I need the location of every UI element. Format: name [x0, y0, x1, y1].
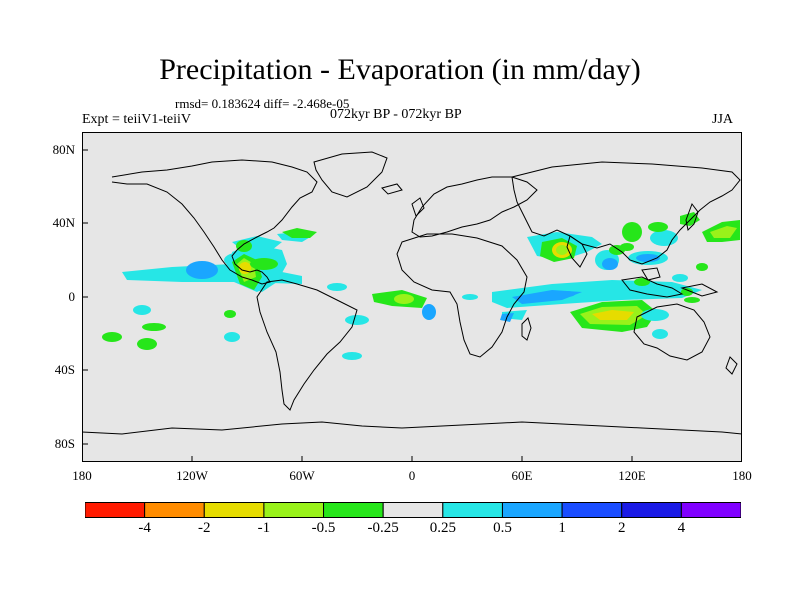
- south-america-coastline: [256, 279, 358, 411]
- colorbar-label: 4: [677, 520, 686, 536]
- experiment-label: Expt = teiiV1-teiiV: [82, 112, 191, 127]
- anomaly-patch: [672, 274, 688, 282]
- colorbar-label: -0.5: [311, 520, 336, 536]
- anomaly-patch: [634, 278, 650, 286]
- x-tick-label: 60W: [289, 468, 315, 483]
- colorbar-label: 1: [558, 520, 566, 536]
- anomaly-patch: [684, 297, 700, 303]
- y-tick-label: 40S: [54, 362, 75, 377]
- anomaly-patch: [142, 323, 166, 331]
- x-tick-label: 180: [72, 468, 92, 483]
- new-zealand-coastline: [725, 356, 738, 375]
- asia-coastline: [511, 161, 741, 265]
- colorbar-label: -1: [257, 520, 271, 536]
- x-tick-label: 120E: [618, 468, 646, 483]
- colorbar-label: 0.5: [493, 520, 512, 536]
- colorbar-swatch: [561, 502, 623, 518]
- anomaly-patch: [345, 315, 369, 325]
- australia-coastline: [633, 303, 711, 361]
- anomaly-patch: [102, 332, 122, 342]
- y-tick-label: 40N: [52, 215, 75, 230]
- anomaly-patch: [652, 329, 668, 339]
- anomaly-patch: [250, 258, 278, 270]
- anomaly-patch: [422, 304, 436, 320]
- anomaly-patch: [592, 310, 634, 320]
- japan-coastline: [685, 202, 699, 232]
- y-tick-label: 80S: [54, 436, 75, 451]
- colorbar-swatch: [263, 502, 325, 518]
- anomaly-patch: [462, 294, 478, 300]
- y-tick-label: 0: [68, 289, 76, 304]
- antarctica-coastline: [82, 421, 742, 435]
- anomaly-patch: [681, 288, 693, 296]
- anomaly-patch: [224, 310, 236, 318]
- x-tick-label: 180: [732, 468, 752, 483]
- x-tick-label: 120W: [176, 468, 208, 483]
- borneo-coastline: [641, 267, 661, 281]
- colorbar-swatch: [621, 502, 682, 518]
- colorbar-label: -2: [198, 520, 211, 536]
- map-panel: [82, 132, 742, 462]
- x-tick-label: 0: [408, 468, 416, 483]
- colorbar-swatch: [382, 502, 444, 518]
- colorbar-label: -0.25: [367, 520, 399, 536]
- coastlines: [82, 151, 742, 435]
- anomaly-patch: [186, 261, 218, 279]
- anomaly-patch: [559, 291, 575, 297]
- colorbar-label: 0.25: [429, 520, 456, 536]
- stats-label: rmsd= 0.183624 diff= -2.468e-05: [175, 96, 350, 111]
- x-tick-label: 60E: [511, 468, 533, 483]
- anomaly-fields: [102, 212, 740, 360]
- colorbar-swatch: [442, 502, 503, 518]
- anomaly-patch: [620, 243, 634, 251]
- anomaly-patch: [224, 332, 240, 342]
- colorbar-swatch: [501, 502, 563, 518]
- iceland-coastline: [381, 183, 403, 195]
- uk-coastline: [411, 197, 425, 217]
- europe-coastline: [411, 176, 538, 238]
- y-tick-label: 80N: [52, 142, 75, 157]
- madagascar-coastline: [521, 317, 532, 341]
- greenland-coastline: [313, 151, 388, 198]
- colorbar-swatch: [203, 502, 265, 518]
- anomaly-patch: [133, 305, 151, 315]
- anomaly-patch: [710, 226, 737, 238]
- colorbar-label: -4: [138, 520, 151, 536]
- colorbar-swatch: [323, 502, 384, 518]
- colorbar-label: 2: [617, 520, 626, 536]
- anomaly-patch: [137, 338, 157, 350]
- anomaly-patch: [641, 309, 669, 321]
- period-label: 072kyr BP - 072kyr BP: [330, 107, 462, 122]
- anomaly-patch: [394, 294, 414, 304]
- anomaly-patch: [236, 240, 252, 252]
- colorbar-swatch: [85, 502, 146, 518]
- map-title: Precipitation - Evaporation (in mm/day): [159, 53, 641, 86]
- season-label: JJA: [712, 112, 734, 127]
- colorbar-swatch: [680, 502, 741, 518]
- anomaly-patch: [282, 228, 317, 238]
- anomaly-patch: [648, 222, 668, 232]
- anomaly-patch: [556, 245, 568, 255]
- new-guinea-coastline: [680, 283, 719, 297]
- anomaly-patch: [636, 254, 660, 262]
- north-america-coastline: [111, 159, 318, 285]
- africa-coastline: [396, 233, 528, 358]
- anomaly-patch: [327, 283, 347, 291]
- colorbar: [85, 502, 741, 518]
- anomaly-patch: [342, 352, 362, 360]
- axis-ticks: [82, 149, 633, 462]
- indonesia-coastline: [621, 276, 684, 298]
- anomaly-patch: [622, 222, 642, 242]
- india-coastline: [566, 235, 588, 268]
- colorbar-swatch: [144, 502, 205, 518]
- anomaly-patch: [696, 263, 708, 271]
- anomaly-patch: [602, 258, 618, 270]
- anomaly-patch: [642, 286, 670, 298]
